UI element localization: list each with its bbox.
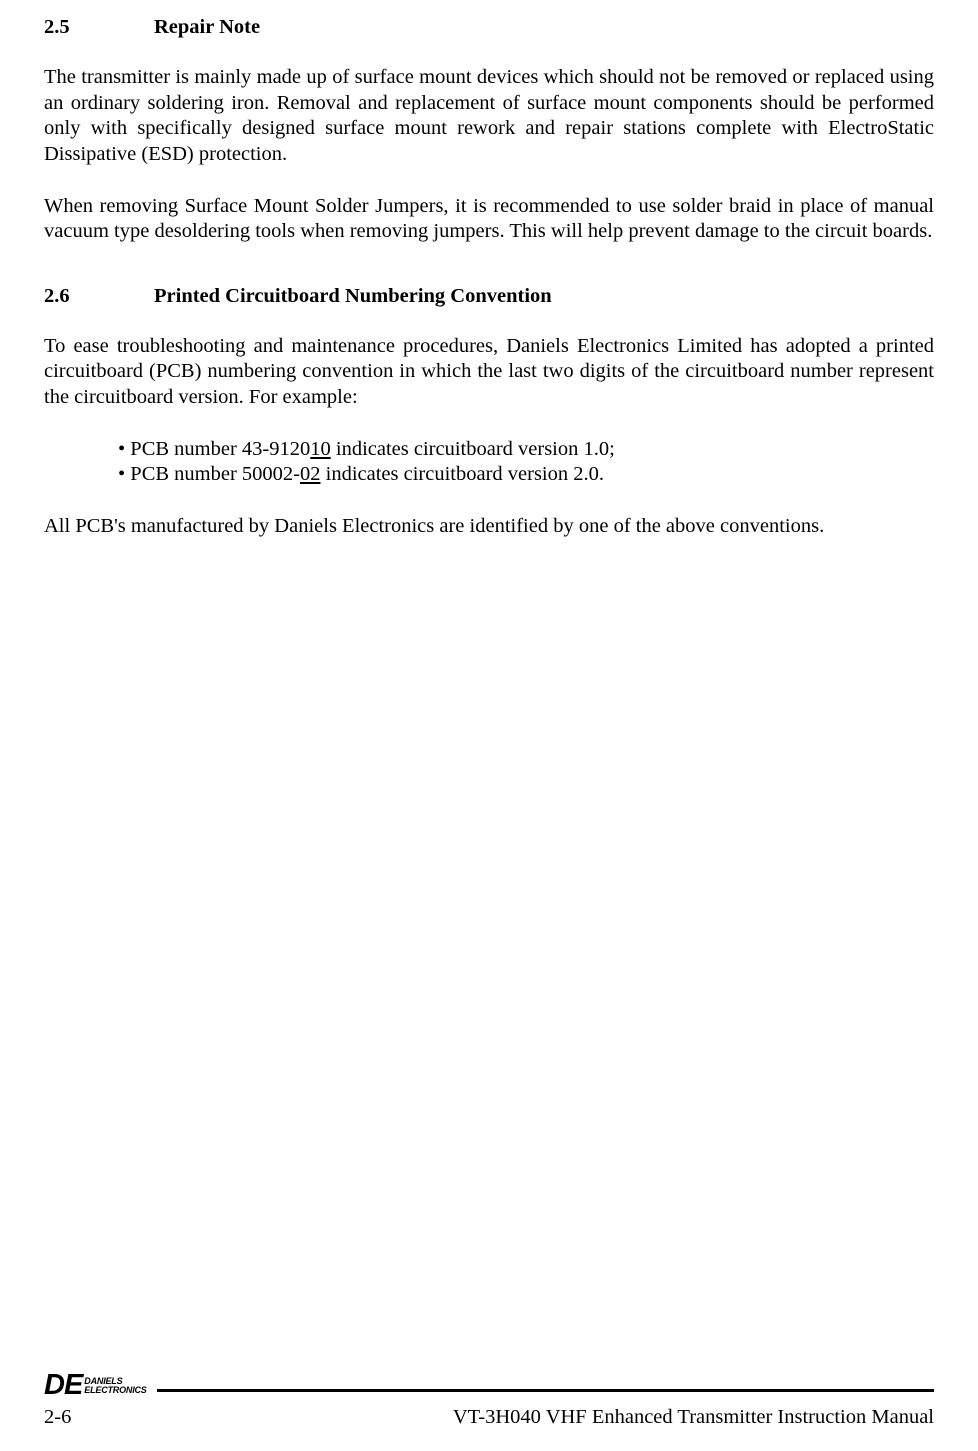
spacer [44, 271, 934, 285]
section-heading-2-5: 2.5Repair Note [44, 16, 934, 39]
document-title: VT-3H040 VHF Enhanced Transmitter Instru… [453, 1406, 934, 1429]
bullet-item: • PCB number 43-912010 indicates circuit… [118, 437, 934, 463]
bullet-underline: 02 [300, 463, 321, 485]
logo: DE DANIELS ELECTRONICS [44, 1371, 157, 1400]
section-number: 2.5 [44, 16, 154, 39]
logo-line2: ELECTRONICS [84, 1386, 146, 1395]
paragraph: To ease troubleshooting and maintenance … [44, 334, 934, 411]
bullet-list: • PCB number 43-912010 indicates circuit… [44, 437, 934, 488]
paragraph: The transmitter is mainly made up of sur… [44, 65, 934, 168]
bullet-underline: 10 [310, 438, 331, 460]
footer-divider [44, 1389, 934, 1392]
footer: DE DANIELS ELECTRONICS 2-6 VT-3H040 VHF … [44, 1389, 934, 1429]
paragraph: All PCB's manufactured by Daniels Electr… [44, 514, 934, 540]
bullet-text: indicates circuitboard version 2.0. [321, 463, 605, 485]
section-title: Printed Circuitboard Numbering Conventio… [154, 285, 552, 307]
page-number: 2-6 [44, 1406, 71, 1429]
page: 2.5Repair Note The transmitter is mainly… [0, 0, 978, 1451]
logo-de: DE [44, 1371, 82, 1400]
bullet-text: indicates circuitboard version 1.0; [331, 438, 615, 460]
bullet-item: • PCB number 50002-02 indicates circuitb… [118, 462, 934, 488]
paragraph: When removing Surface Mount Solder Jumpe… [44, 194, 934, 245]
bullet-text: • PCB number 43-9120 [118, 438, 310, 460]
section-number: 2.6 [44, 285, 154, 308]
footer-bottom: 2-6 VT-3H040 VHF Enhanced Transmitter In… [44, 1406, 934, 1429]
logo-text: DANIELS ELECTRONICS [84, 1377, 146, 1394]
bullet-text: • PCB number 50002- [118, 463, 300, 485]
section-heading-2-6: 2.6Printed Circuitboard Numbering Conven… [44, 285, 934, 308]
section-title: Repair Note [154, 16, 260, 38]
